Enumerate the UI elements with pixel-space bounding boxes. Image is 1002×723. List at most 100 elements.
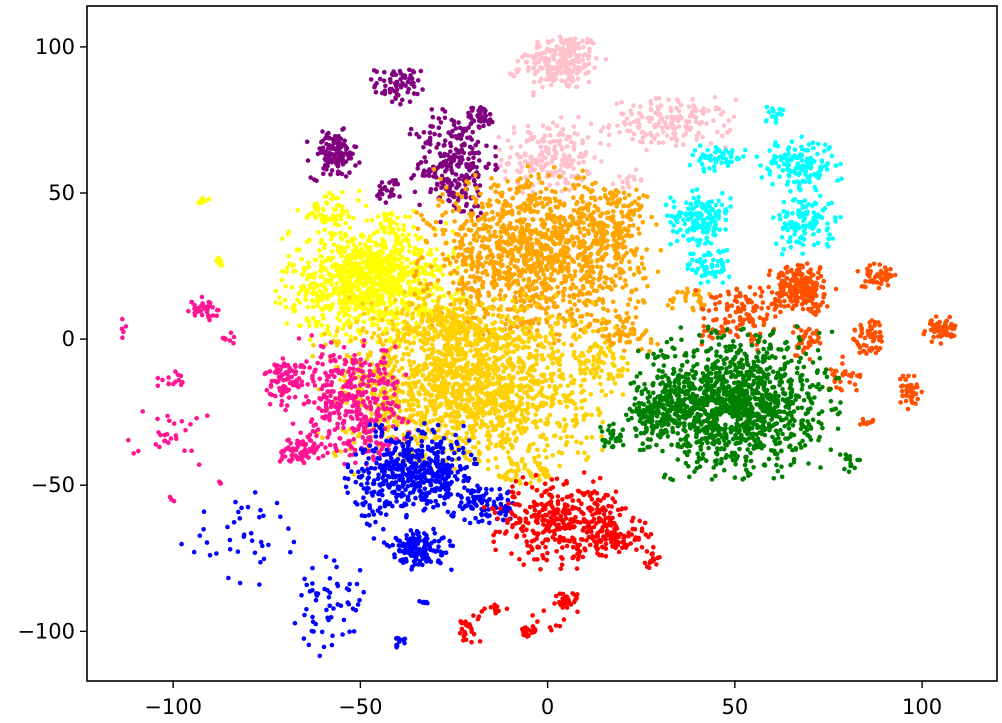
point: [555, 348, 561, 354]
point: [331, 140, 337, 146]
point: [580, 291, 585, 297]
point: [459, 275, 465, 280]
point: [332, 231, 338, 237]
point: [423, 159, 429, 165]
point: [375, 214, 381, 219]
series-1: [304, 67, 500, 225]
point: [285, 232, 291, 237]
point: [545, 70, 551, 75]
point: [557, 332, 562, 338]
point: [313, 320, 318, 325]
point: [690, 188, 695, 194]
cluster-2-5: [763, 104, 786, 125]
point: [419, 212, 424, 218]
point: [489, 176, 494, 181]
point: [433, 175, 439, 180]
point: [451, 238, 457, 244]
point: [785, 210, 790, 215]
point: [568, 373, 574, 379]
point: [522, 151, 528, 156]
point: [458, 136, 464, 142]
point: [835, 178, 840, 183]
point: [633, 314, 639, 320]
point: [306, 323, 312, 329]
point: [329, 168, 335, 173]
point: [356, 188, 362, 194]
point: [704, 235, 709, 241]
point: [641, 129, 646, 135]
point: [572, 302, 577, 307]
point: [383, 83, 388, 89]
point: [580, 140, 585, 146]
point: [356, 198, 361, 203]
point: [640, 140, 645, 145]
point: [488, 224, 494, 230]
point: [449, 117, 455, 123]
point: [442, 177, 447, 182]
point: [514, 69, 520, 75]
point: [493, 144, 498, 150]
point: [505, 450, 511, 455]
point: [569, 61, 574, 67]
point: [477, 183, 483, 188]
point: [488, 259, 494, 264]
point: [499, 263, 504, 269]
point: [617, 233, 622, 238]
point: [471, 118, 476, 123]
point: [808, 220, 813, 226]
point: [786, 157, 791, 162]
point: [681, 133, 686, 138]
point: [378, 221, 384, 226]
point: [824, 167, 830, 172]
point: [810, 140, 816, 145]
point: [563, 69, 569, 74]
point: [590, 264, 595, 270]
point: [432, 232, 438, 238]
point: [503, 203, 509, 209]
point: [579, 405, 585, 411]
point: [632, 252, 638, 258]
point: [517, 229, 523, 235]
point: [614, 256, 620, 262]
point: [790, 211, 795, 216]
point: [494, 165, 500, 171]
point: [395, 215, 400, 221]
point: [608, 277, 614, 282]
point: [447, 260, 453, 266]
point: [519, 164, 525, 170]
point: [685, 217, 691, 222]
point: [455, 287, 460, 292]
point: [498, 288, 504, 293]
point: [660, 129, 666, 135]
point: [566, 76, 571, 82]
point: [429, 107, 435, 112]
point: [361, 234, 366, 239]
point: [511, 320, 517, 326]
point: [658, 103, 664, 108]
point: [623, 332, 629, 338]
point: [719, 268, 724, 273]
point: [501, 369, 506, 374]
point: [341, 300, 346, 306]
point: [613, 308, 618, 314]
point: [798, 187, 803, 193]
point: [815, 151, 820, 157]
point: [656, 107, 661, 112]
point: [576, 221, 581, 227]
point: [557, 142, 562, 147]
point: [416, 277, 421, 283]
point: [363, 271, 369, 277]
point: [347, 170, 352, 175]
point: [535, 68, 541, 74]
point: [508, 272, 513, 277]
point: [330, 264, 335, 270]
point: [434, 181, 440, 187]
point: [507, 155, 513, 160]
point: [321, 171, 326, 177]
point: [692, 227, 697, 233]
point: [635, 299, 641, 305]
point: [544, 46, 550, 52]
point: [407, 131, 413, 137]
point: [733, 97, 739, 102]
point: [595, 206, 600, 211]
